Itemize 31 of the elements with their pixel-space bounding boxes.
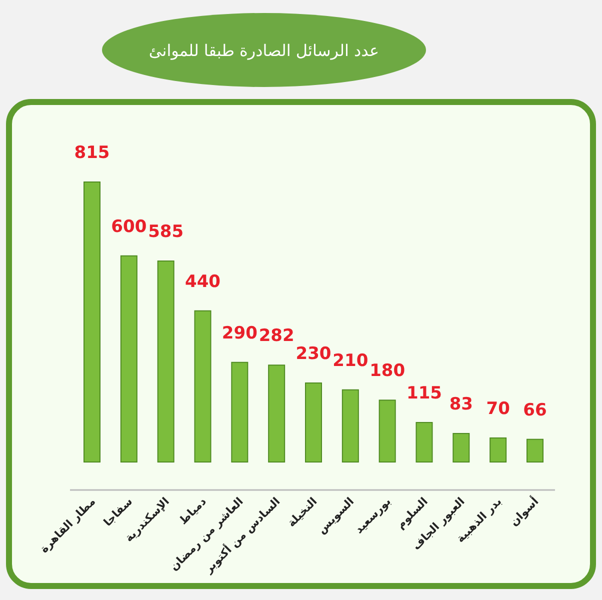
x-tick-label: النخيلة [284, 494, 320, 530]
x-tick-label: أسوان [506, 494, 542, 529]
data-label: 290 [222, 323, 258, 344]
data-label: 282 [258, 326, 294, 346]
data-label: 180 [370, 361, 406, 382]
bar [84, 182, 100, 462]
data-label: 66 [523, 400, 547, 420]
bar [194, 310, 212, 462]
bar [157, 260, 174, 462]
bar [490, 437, 507, 462]
data-label: 230 [296, 344, 332, 364]
bar [452, 432, 470, 462]
bar [268, 364, 286, 462]
bar [378, 400, 396, 462]
data-label: 585 [148, 222, 184, 242]
chart-title: عدد الرسائل الصادرة طبقا للموانئ [148, 41, 380, 60]
bar [342, 389, 359, 462]
bar [120, 255, 138, 462]
x-tick-label: مطار القاهرة [38, 494, 98, 556]
data-label: 210 [332, 350, 368, 371]
x-tick-label: دمياط [176, 494, 210, 528]
bar [526, 438, 544, 462]
bar [305, 382, 322, 462]
data-label: 115 [406, 383, 442, 404]
bar [231, 362, 248, 462]
data-label: 440 [185, 272, 221, 292]
data-label: 70 [486, 398, 510, 419]
data-label: 815 [74, 143, 110, 163]
data-label: 83 [449, 394, 474, 414]
bar [416, 422, 433, 462]
data-label: 600 [111, 216, 147, 237]
